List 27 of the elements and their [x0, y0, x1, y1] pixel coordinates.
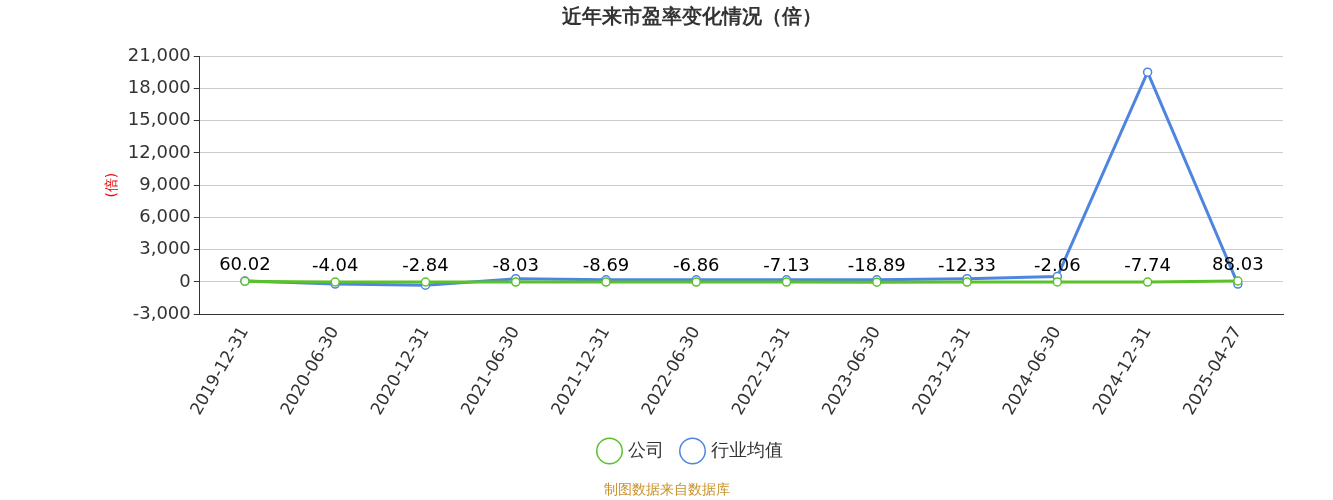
y-axis-title: (倍)	[103, 172, 120, 198]
legend-label: 行业均值	[710, 438, 783, 460]
data-label: -18.89	[847, 253, 906, 275]
data-label: -7.13	[763, 253, 810, 275]
y-tick-label: -3,000	[132, 301, 191, 323]
text: 制图数据来自数据库	[603, 480, 730, 497]
y-tick-label: 18,000	[127, 75, 191, 97]
data-label: -7.74	[1124, 253, 1171, 275]
point	[1142, 67, 1153, 77]
data-label: -2.84	[402, 253, 449, 275]
data-label: -8.03	[492, 253, 540, 275]
chart-title: 近年来市盈率变化情况（倍）	[560, 4, 822, 29]
point	[1142, 277, 1153, 287]
data-label: -4.04	[311, 253, 359, 275]
data-label: -12.33	[938, 253, 997, 275]
y-tick-label: 6,000	[139, 205, 191, 227]
y-tick-label: 21,000	[127, 43, 191, 65]
legend-label: 公司	[627, 438, 664, 460]
data-label: -8.69	[582, 253, 630, 275]
y-tick-label: 15,000	[127, 108, 191, 130]
y-tick-label: 3,000	[139, 237, 191, 259]
y-tick-label: 9,000	[139, 172, 191, 194]
y-tick-label: 0	[179, 269, 191, 291]
data-label: -6.86	[672, 253, 720, 275]
point	[1052, 277, 1063, 287]
data-label: 60.02	[219, 252, 271, 274]
y-tick-label: 12,000	[127, 140, 191, 162]
